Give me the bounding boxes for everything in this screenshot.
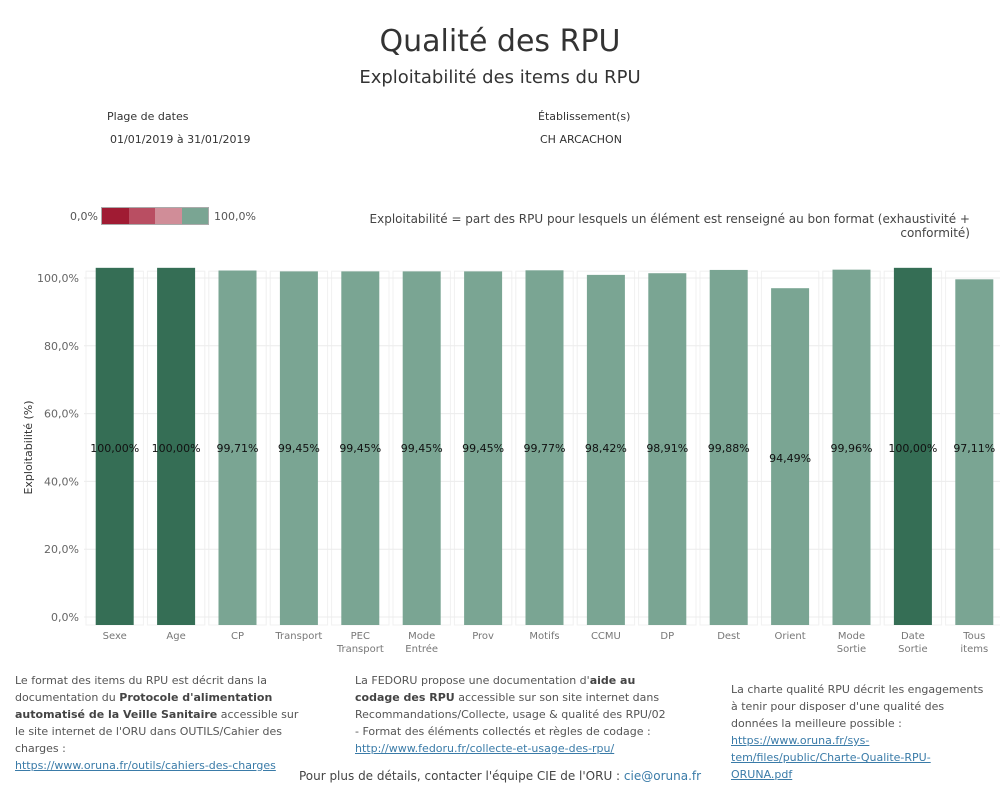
legend-max-label: 100,0%: [214, 210, 256, 223]
legend-swatch: [155, 208, 182, 224]
bar: [218, 270, 257, 625]
bar: [832, 269, 871, 625]
footer-note-text: accessible sur son site internet dans Re…: [355, 691, 666, 738]
data-label: 99,45%: [462, 442, 504, 455]
bar: [525, 270, 564, 625]
data-label: 99,77%: [524, 442, 566, 455]
x-tick-label: Transport: [274, 631, 322, 642]
x-tick-label: Dest: [717, 631, 740, 642]
bar-chart: 0,0% 20,0% 40,0% 60,0% 80,0% 100,0% Exploitabi…: [22, 267, 1000, 655]
bar: [893, 267, 932, 625]
date-range-value[interactable]: 01/01/2019 à 31/01/2019: [110, 133, 251, 146]
y-axis-label: Exploitabilité (%): [22, 400, 35, 494]
footer-note-bold: aide au codage des RPU: [355, 674, 636, 704]
x-tick-label: Orient: [775, 631, 806, 642]
establishment-value[interactable]: CH ARCACHON: [540, 133, 622, 146]
footer-note-bold: Protocole d'alimentation automatisé de l…: [15, 691, 273, 721]
definition-text: Exploitabilité = part des RPU pour lesqu…: [369, 212, 970, 240]
footer-note-text: La charte qualité RPU décrit les engagem…: [731, 683, 984, 730]
x-tick-label: Mode: [408, 631, 435, 642]
footer-note-text: La FEDORU propose une documentation d': [355, 674, 590, 687]
bar: [709, 269, 748, 625]
x-tick-label: Prov: [472, 631, 494, 642]
color-legend: [101, 207, 209, 225]
y-tick-label: 80,0%: [44, 340, 79, 353]
y-tick-label: 60,0%: [44, 408, 79, 421]
data-label: 98,42%: [585, 442, 627, 455]
x-tick-label: items: [960, 644, 988, 655]
bar: [157, 267, 196, 625]
bar: [95, 267, 134, 625]
bar: [955, 279, 994, 625]
data-label: 99,96%: [831, 442, 873, 455]
x-tick-label: Mode: [838, 631, 865, 642]
footer-note-charte: La charte qualité RPU décrit les engagem…: [731, 681, 986, 783]
bar: [402, 271, 441, 625]
data-label: 99,45%: [401, 442, 443, 455]
bar: [586, 274, 625, 625]
y-tick-label: 0,0%: [51, 611, 79, 624]
footer-note-text: Le format des items du RPU est décrit da…: [15, 674, 267, 704]
legend-swatch: [128, 208, 155, 224]
data-label: 100,00%: [888, 442, 937, 455]
bar: [771, 288, 810, 625]
x-tick-label: CCMU: [591, 631, 621, 642]
bar: [279, 271, 318, 625]
date-range-label: Plage de dates: [107, 110, 189, 123]
x-tick-label: CP: [231, 631, 244, 642]
footer-note-text: accessible sur le site internet de l'ORU…: [15, 708, 299, 755]
data-label: 100,00%: [152, 442, 201, 455]
x-tick-label: Age: [166, 631, 185, 642]
contact-email[interactable]: cie@oruna.fr: [623, 769, 702, 783]
link-oruna-cahiers[interactable]: https://www.oruna.fr/outils/cahiers-des-…: [15, 759, 276, 772]
data-label: 94,49%: [769, 452, 811, 465]
legend-swatch: [181, 208, 208, 224]
data-label: 98,91%: [646, 442, 688, 455]
x-tick-label: Sexe: [103, 631, 127, 642]
x-tick-label: Transport: [336, 644, 384, 655]
x-tick-label: DP: [660, 631, 674, 642]
page-title: Qualité des RPU: [379, 24, 621, 59]
link-charte-pdf[interactable]: https://www.oruna.fr/sys-tem/files/publi…: [731, 734, 931, 781]
link-fedoru[interactable]: http://www.fedoru.fr/collecte-et-usage-d…: [355, 742, 615, 755]
x-tick-label: Date: [901, 631, 925, 642]
legend-min-label: 0,0%: [70, 210, 98, 223]
data-label: 99,45%: [278, 442, 320, 455]
legend-swatch: [102, 208, 129, 224]
y-tick-label: 40,0%: [44, 475, 79, 488]
x-tick-label: Tous: [962, 631, 985, 642]
page-subtitle: Exploitabilité des items du RPU: [359, 67, 641, 88]
establishment-label: Établissement(s): [538, 110, 631, 123]
data-label: 99,71%: [217, 442, 259, 455]
y-tick-label: 100,0%: [37, 272, 79, 285]
contact-text: Pour plus de détails, contacter l'équipe…: [298, 769, 624, 783]
footer-note-protocol: Le format des items du RPU est décrit da…: [15, 672, 300, 774]
bar: [464, 271, 503, 625]
x-tick-label: Motifs: [529, 631, 559, 642]
x-tick-label: Sortie: [898, 644, 927, 655]
data-label: 99,45%: [339, 442, 381, 455]
data-label: 100,00%: [90, 442, 139, 455]
footer-note-fedoru: La FEDORU propose une documentation d'ai…: [355, 672, 670, 757]
contact-line: Pour plus de détails, contacter l'équipe…: [0, 769, 1000, 783]
x-tick-label: PEC: [351, 631, 370, 642]
data-label: 97,11%: [953, 442, 995, 455]
x-tick-label: Sortie: [837, 644, 866, 655]
y-tick-label: 20,0%: [44, 543, 79, 556]
bar: [341, 271, 380, 625]
data-label: 99,88%: [708, 442, 750, 455]
bar: [648, 273, 687, 625]
x-tick-label: Entrée: [405, 643, 438, 655]
